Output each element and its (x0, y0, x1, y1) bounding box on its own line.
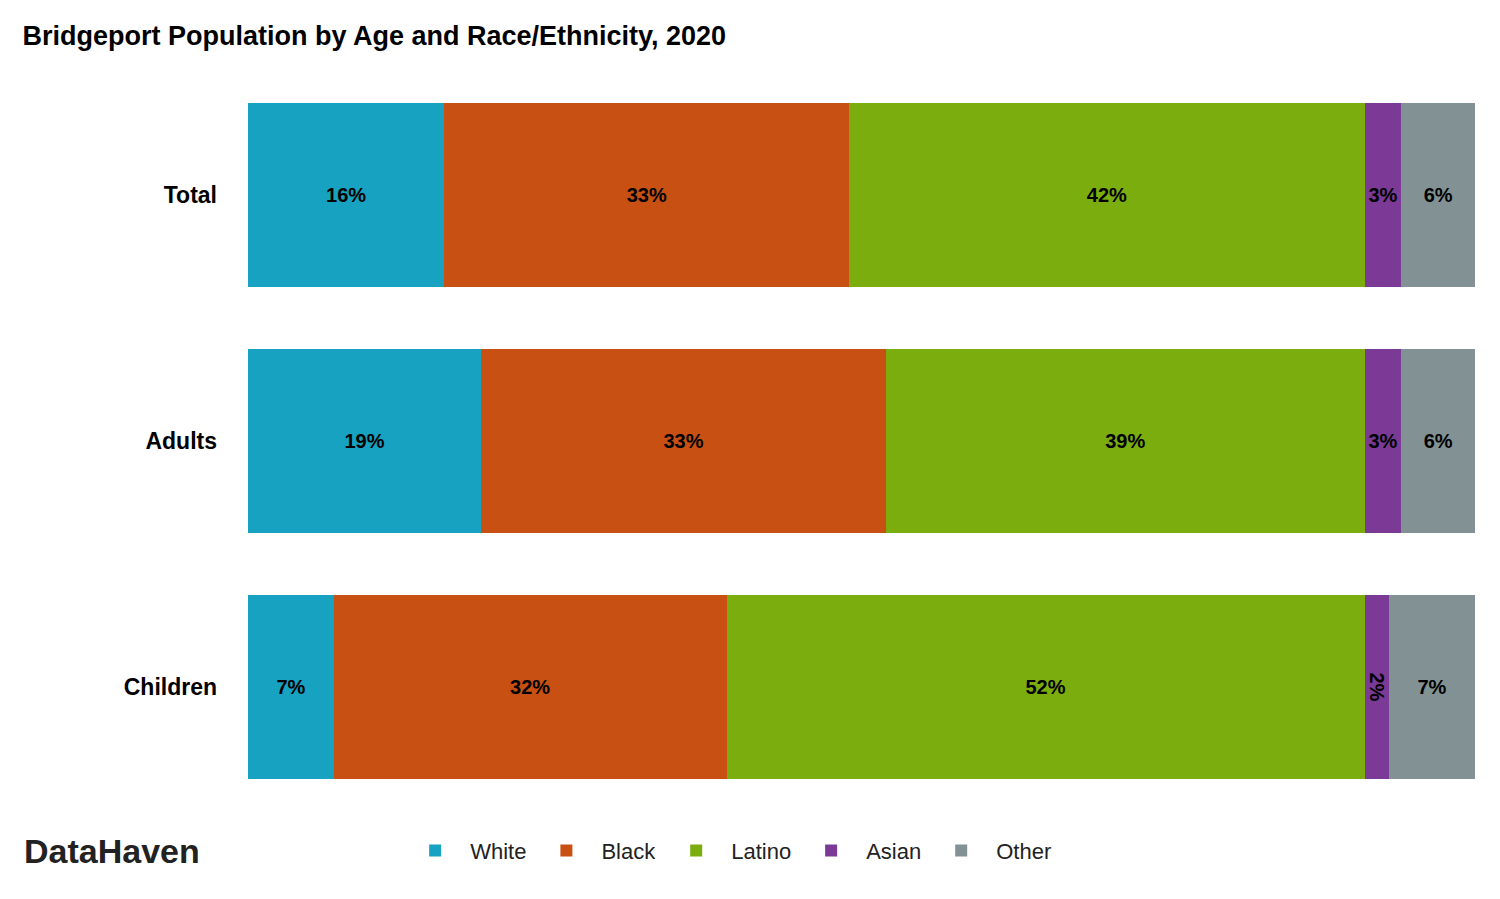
svg-text:2%: 2% (1366, 672, 1388, 701)
svg-text:Children: Children (124, 674, 217, 700)
svg-text:Adults: Adults (145, 428, 217, 454)
svg-text:33%: 33% (627, 184, 667, 206)
svg-text:16%: 16% (326, 184, 366, 206)
svg-text:33%: 33% (663, 430, 703, 452)
svg-text:7%: 7% (276, 676, 305, 698)
svg-text:19%: 19% (344, 430, 384, 452)
svg-text:52%: 52% (1025, 676, 1065, 698)
svg-text:42%: 42% (1087, 184, 1127, 206)
svg-text:3%: 3% (1368, 184, 1397, 206)
svg-text:3%: 3% (1368, 430, 1397, 452)
svg-text:7%: 7% (1417, 676, 1446, 698)
svg-text:Black: Black (601, 839, 656, 864)
svg-text:6%: 6% (1424, 430, 1453, 452)
svg-text:Latino: Latino (731, 839, 791, 864)
svg-text:Asian: Asian (866, 839, 921, 864)
svg-text:6%: 6% (1424, 184, 1453, 206)
svg-text:Bridgeport Population by Age a: Bridgeport Population by Age and Race/Et… (23, 21, 727, 51)
svg-text:Other: Other (996, 839, 1051, 864)
svg-text:39%: 39% (1105, 430, 1145, 452)
svg-text:White: White (470, 839, 526, 864)
svg-text:32%: 32% (510, 676, 550, 698)
svg-text:DataHaven: DataHaven (24, 832, 200, 870)
svg-text:Total: Total (164, 182, 217, 208)
